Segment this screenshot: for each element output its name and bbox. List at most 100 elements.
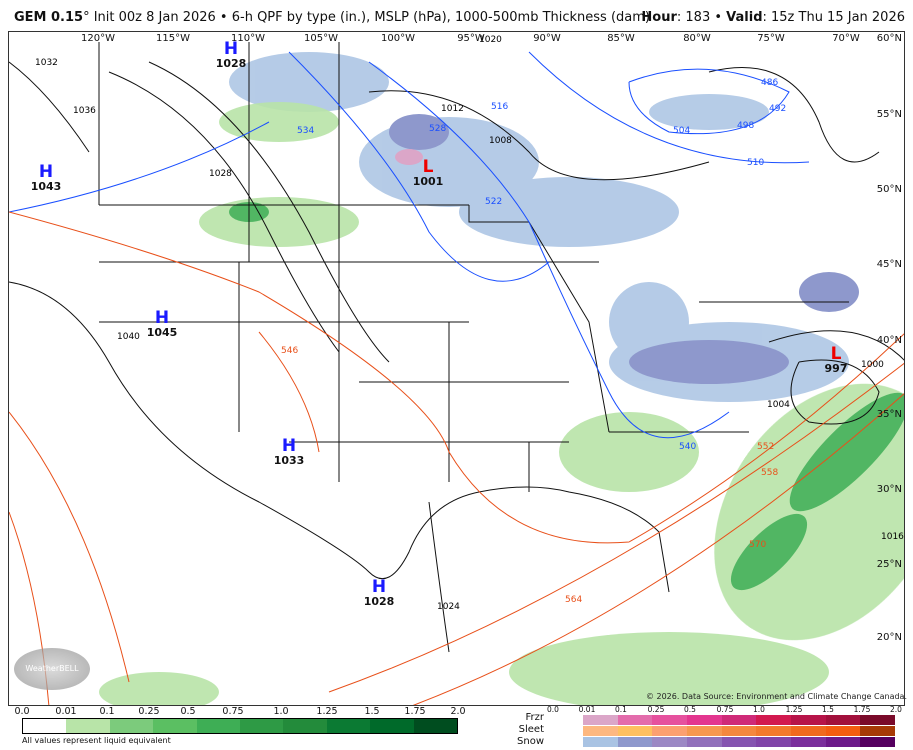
high-pressure-center: H 1028 xyxy=(363,577,395,608)
ptype-color-swatch xyxy=(687,737,722,747)
ptype-tick-label: 0.75 xyxy=(716,705,734,714)
isobar-label: 1004 xyxy=(767,400,790,410)
latitude-label: 20°N xyxy=(876,632,902,643)
ptype-color-swatch xyxy=(756,737,792,747)
ptype-color-swatch xyxy=(825,726,861,736)
ptype-tick-label: 2.0 xyxy=(890,705,902,714)
ptype-tick-label: 1.75 xyxy=(853,705,871,714)
degree-symbol: ° xyxy=(83,10,90,25)
ptype-tick-label: 1.0 xyxy=(753,705,765,714)
ptype-color-swatch xyxy=(652,715,688,725)
latitude-label: 50°N xyxy=(876,184,902,195)
valid-label: Valid xyxy=(726,10,763,25)
rain-color-swatch xyxy=(23,719,67,733)
rain-tick-label: 1.75 xyxy=(404,706,426,717)
isobar-label: 1020 xyxy=(479,35,502,45)
ptype-tick-label: 0.1 xyxy=(615,705,627,714)
thickness-label: 504 xyxy=(673,126,691,136)
rain-tick-label: 0.75 xyxy=(222,706,244,717)
thickness-label: 492 xyxy=(769,104,787,114)
ptype-color-swatch xyxy=(617,715,653,725)
rain-color-swatch xyxy=(370,719,414,733)
frzr-colorbar xyxy=(583,715,896,725)
rain-color-swatch xyxy=(326,719,371,733)
map-layers xyxy=(9,42,904,705)
ptype-color-swatch xyxy=(860,715,896,725)
ptype-color-swatch xyxy=(721,737,757,747)
longitude-label: 80°W xyxy=(683,33,711,44)
valid-value: : 15z Thu 15 Jan 2026 xyxy=(762,10,906,25)
sleet-colorbar xyxy=(583,726,896,736)
ptype-color-swatch xyxy=(860,737,896,747)
isobar-label: 1024 xyxy=(437,602,460,612)
high-pressure-center: H 1043 xyxy=(30,162,62,193)
ptype-color-swatch xyxy=(791,737,826,747)
longitude-label: 75°W xyxy=(757,33,785,44)
frzr-label: Frzr xyxy=(525,712,545,723)
rain-tick-label: 1.0 xyxy=(273,706,289,717)
ptype-color-swatch xyxy=(617,726,653,736)
thickness-label: 522 xyxy=(485,197,503,207)
thickness-label: 552 xyxy=(757,442,775,452)
ptype-color-swatch xyxy=(617,737,653,747)
data-credit: © 2026. Data Source: Environment and Cli… xyxy=(645,692,907,701)
rain-tick-label: 0.25 xyxy=(138,706,160,717)
rain-tick-label: 2.0 xyxy=(450,706,466,717)
isobar-label: 1032 xyxy=(35,58,58,68)
ptype-tick-label: 0.25 xyxy=(647,705,665,714)
thickness-label: 546 xyxy=(281,346,299,356)
rain-tick-label: 1.25 xyxy=(316,706,338,717)
thickness-label: 528 xyxy=(429,124,447,134)
longitude-label: 105°W xyxy=(304,33,338,44)
rain-color-swatch xyxy=(283,719,327,733)
isobar-label: 1036 xyxy=(73,106,96,116)
ptype-color-swatch xyxy=(825,715,861,725)
model-name: GEM 0.15 xyxy=(14,10,84,25)
thickness-label: 486 xyxy=(761,78,779,88)
ptype-color-swatch xyxy=(583,737,618,747)
thickness-label: 498 xyxy=(737,121,755,131)
ptype-color-swatch xyxy=(756,726,792,736)
ptype-color-swatch xyxy=(756,715,792,725)
rain-tick-label: 0.01 xyxy=(55,706,77,717)
heavy-rain-precip xyxy=(229,202,904,591)
rain-tick-label: 0.0 xyxy=(14,706,30,717)
isobar-label: 1028 xyxy=(209,169,232,179)
longitude-label: 115°W xyxy=(156,33,190,44)
longitude-label: 100°W xyxy=(381,33,415,44)
state-borders xyxy=(9,42,849,593)
isobar-label: 1040 xyxy=(117,332,140,342)
longitude-label: 70°W xyxy=(832,33,860,44)
isobars xyxy=(9,61,904,653)
latitude-label: 40°N xyxy=(876,335,902,346)
ptype-color-swatch xyxy=(791,726,826,736)
latitude-label: 25°N xyxy=(876,559,902,570)
isobar-label: 1008 xyxy=(489,136,512,146)
thickness-label: 558 xyxy=(761,468,779,478)
high-pressure-center: H 1028 xyxy=(215,39,247,70)
ptype-color-swatch xyxy=(583,715,618,725)
ptype-color-swatch xyxy=(652,737,688,747)
sleet-label: Sleet xyxy=(518,724,544,735)
legend-note: All values represent liquid equivalent xyxy=(22,736,171,745)
rain-color-swatch xyxy=(153,719,197,733)
isobar-label: 1016 xyxy=(881,532,904,542)
thickness-label: 510 xyxy=(747,158,765,168)
high-pressure-center: H 1033 xyxy=(273,436,305,467)
thickness-lines-blue xyxy=(9,51,810,439)
isobar-label: 1012 xyxy=(441,104,464,114)
ptype-color-swatch xyxy=(721,715,757,725)
thickness-label: 564 xyxy=(565,595,583,605)
ptype-tick-label: 1.5 xyxy=(822,705,834,714)
rain-tick-label: 0.5 xyxy=(180,706,196,717)
weatherbell-logo: WeatherBELL xyxy=(14,648,90,690)
rain-color-swatch xyxy=(240,719,284,733)
longitude-label: 95°W xyxy=(457,33,485,44)
rain-tick-label: 1.5 xyxy=(364,706,380,717)
thickness-label: 540 xyxy=(679,442,697,452)
low-pressure-center: L 997 xyxy=(824,344,848,375)
ptype-color-swatch xyxy=(652,726,688,736)
ptype-color-swatch xyxy=(687,715,722,725)
ptype-color-swatch xyxy=(687,726,722,736)
thickness-label: 516 xyxy=(491,102,509,112)
